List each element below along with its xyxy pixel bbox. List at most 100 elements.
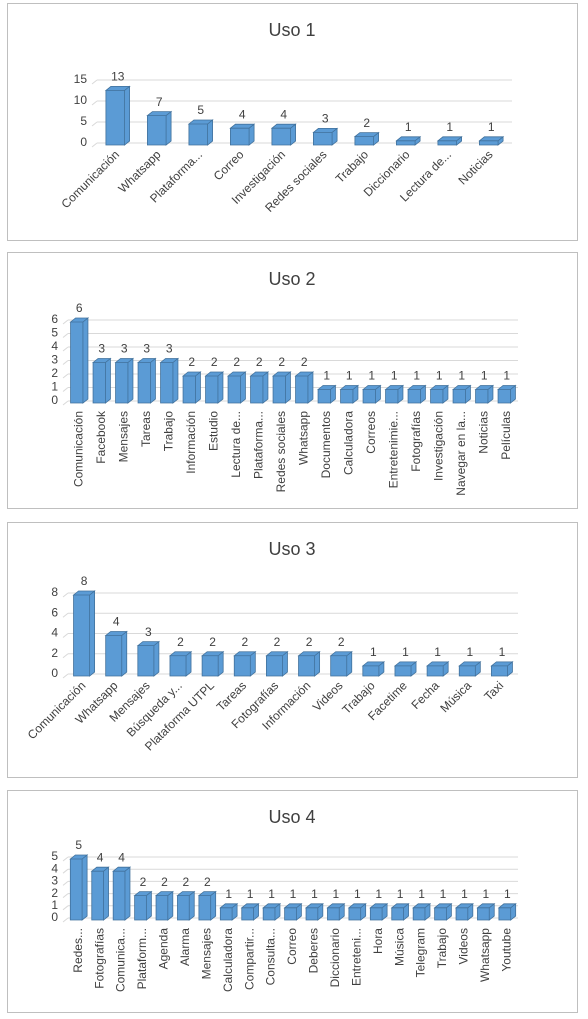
- bar: [204, 371, 225, 404]
- data-label: 2: [177, 635, 184, 649]
- grid-line-depth: [62, 400, 69, 406]
- bar: [476, 902, 496, 921]
- x-tick-label: Estudio: [206, 411, 220, 451]
- bar: [316, 384, 337, 404]
- data-label: 1: [370, 645, 377, 659]
- data-label: 1: [461, 887, 468, 901]
- bar: [69, 854, 89, 921]
- bar: [390, 902, 410, 921]
- y-tick-label: 0: [51, 666, 58, 680]
- data-label: 1: [413, 369, 420, 383]
- data-label: 2: [211, 355, 218, 369]
- data-label: 1: [458, 369, 465, 383]
- bar: [406, 384, 427, 404]
- bar: [433, 902, 453, 921]
- bar: [249, 371, 270, 404]
- y-tick-label: 0: [51, 393, 58, 407]
- x-tick-label: Whatsapp: [296, 411, 310, 465]
- bar: [136, 357, 157, 404]
- bar: [240, 902, 260, 921]
- bar: [425, 661, 450, 677]
- bar: [154, 890, 174, 921]
- x-tick-label: Tareas: [139, 411, 153, 447]
- data-label: 1: [434, 645, 441, 659]
- data-label: 13: [111, 70, 125, 84]
- bar: [104, 630, 128, 677]
- y-tick-label: 6: [51, 312, 58, 326]
- x-tick-label: Hora: [371, 928, 385, 954]
- bar: [270, 123, 297, 146]
- x-tick-label: Redes...: [71, 928, 85, 973]
- x-tick-label: Correos: [364, 411, 378, 454]
- grid-line-depth: [62, 881, 69, 886]
- grid-line-depth: [62, 868, 69, 874]
- y-tick-label: 4: [51, 339, 58, 353]
- data-label: 1: [333, 887, 340, 901]
- grid-line-depth: [62, 856, 69, 862]
- bar: [312, 127, 339, 146]
- bar: [369, 902, 389, 921]
- x-tick-label: Correo: [285, 928, 299, 965]
- data-label: 1: [499, 645, 506, 659]
- data-label: 1: [488, 120, 495, 134]
- data-label: 7: [156, 95, 163, 109]
- bar: [451, 384, 472, 404]
- data-label: 1: [483, 887, 490, 901]
- data-label: 2: [306, 635, 313, 649]
- data-label: 2: [161, 875, 168, 889]
- data-label: 6: [76, 301, 83, 315]
- data-label: 2: [188, 355, 195, 369]
- x-tick-label: Whatsapp: [478, 928, 492, 982]
- grid-line-depth: [62, 673, 69, 679]
- chart-panel: [7, 522, 578, 778]
- x-tick-label: Redes sociales: [274, 411, 288, 492]
- data-label: 3: [145, 625, 152, 639]
- bar: [219, 902, 239, 921]
- x-tick-label: Videos: [457, 928, 471, 964]
- data-label: 5: [75, 838, 82, 852]
- bar: [304, 902, 324, 921]
- data-label: 1: [402, 645, 409, 659]
- chart-title: Uso 1: [268, 20, 315, 40]
- x-tick-label: Entretenimie...: [386, 411, 400, 488]
- grid-line-depth: [62, 917, 69, 923]
- grid-line-depth: [62, 333, 69, 338]
- data-label: 4: [239, 107, 246, 121]
- x-tick-label: Fotografías: [409, 411, 423, 472]
- x-tick-label: Diccionario: [328, 928, 342, 988]
- data-label: 2: [301, 355, 308, 369]
- y-tick-label: 5: [51, 849, 58, 863]
- x-tick-label: Facebook: [94, 410, 108, 464]
- data-label: 8: [81, 574, 88, 588]
- x-tick-label: Música: [392, 928, 406, 966]
- bar: [393, 661, 418, 677]
- x-tick-label: Telegram: [414, 928, 428, 977]
- data-label: 1: [375, 887, 382, 901]
- data-label: 1: [311, 887, 318, 901]
- bar: [412, 902, 432, 921]
- bar: [458, 661, 482, 677]
- bar: [395, 135, 422, 146]
- data-label: 1: [418, 887, 425, 901]
- data-label: 1: [323, 369, 330, 383]
- y-tick-label: 0: [80, 135, 87, 149]
- grid-line-depth: [62, 592, 69, 598]
- x-tick-label: Películas: [499, 411, 513, 460]
- bar: [329, 650, 353, 677]
- x-tick-label: Entreteni...: [349, 928, 363, 986]
- x-tick-label: Youtube: [499, 928, 513, 972]
- grid-line-depth: [91, 121, 98, 127]
- x-tick-label: Trabajo: [161, 411, 175, 452]
- bar: [229, 123, 256, 146]
- y-tick-label: 0: [51, 910, 58, 924]
- x-tick-label: Agenda: [157, 928, 171, 970]
- data-label: 1: [436, 369, 443, 383]
- bar: [283, 902, 303, 921]
- data-label: 1: [290, 887, 297, 901]
- bar: [271, 371, 292, 404]
- data-label: 5: [197, 103, 204, 117]
- data-label: 3: [143, 342, 150, 356]
- y-tick-label: 2: [51, 646, 58, 660]
- data-label: 1: [504, 887, 511, 901]
- bar: [347, 902, 367, 921]
